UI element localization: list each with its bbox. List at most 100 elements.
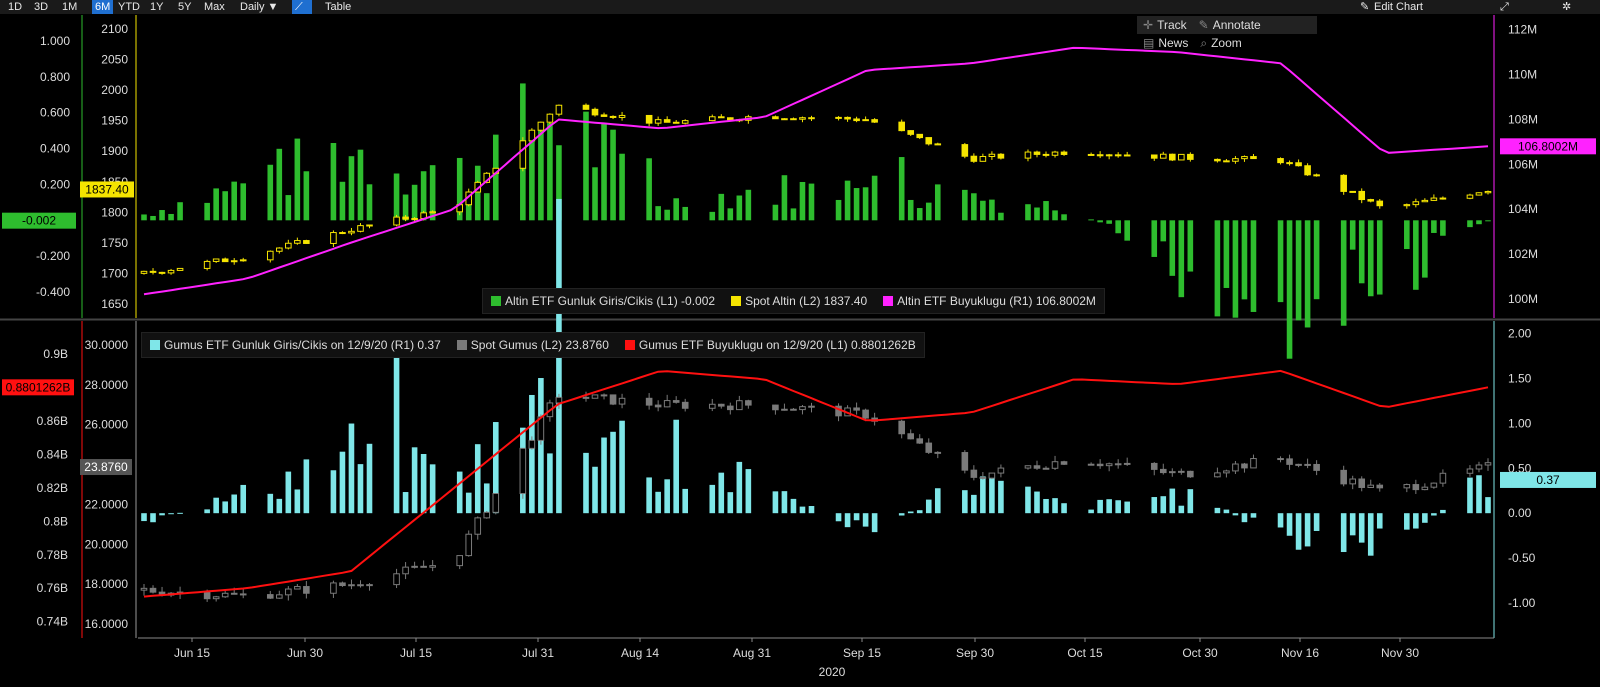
candle-body xyxy=(853,118,860,122)
candle-body xyxy=(1466,194,1474,199)
flow-bar xyxy=(1340,220,1347,326)
range-5y[interactable]: 5Y xyxy=(178,1,192,13)
range-1m[interactable]: 1M xyxy=(62,1,78,13)
range-6m[interactable]: 6M xyxy=(92,0,114,14)
x-tick-label: Jul 31 xyxy=(522,646,554,660)
track-button[interactable]: ✛ Track xyxy=(1143,18,1187,32)
flow-bar xyxy=(357,149,364,221)
flow-bar xyxy=(1043,498,1049,514)
tag-l2-gold: 1837.40 xyxy=(85,182,129,196)
size-line xyxy=(143,46,1489,296)
flow-bar xyxy=(1476,220,1482,225)
frequency-dropdown[interactable]: Daily ▼ xyxy=(240,1,279,13)
flow-bar xyxy=(916,510,923,514)
flow-bar xyxy=(1151,220,1158,257)
edit-chart-icon[interactable]: ✎ xyxy=(1360,1,1370,13)
tick-label-l1-gold: 0.600 xyxy=(40,106,70,120)
range-max[interactable]: Max xyxy=(204,1,225,13)
flow-bar xyxy=(204,202,210,221)
legend-swatch xyxy=(491,296,501,306)
flow-bar xyxy=(934,184,941,221)
flow-bar xyxy=(1178,505,1185,514)
flow-bar xyxy=(1097,499,1103,514)
range-3d[interactable]: 3D xyxy=(34,1,49,13)
tick-label-r1-silver: 1.50 xyxy=(1508,371,1532,385)
flow-bar xyxy=(1169,220,1176,276)
legend-entry[interactable]: Altin ETF Gunluk Giris/Cikis (L1) -0.002 xyxy=(505,294,716,308)
candle-body xyxy=(654,119,662,124)
x-tick-label: Jun 15 xyxy=(174,646,210,660)
tick-label-l2-gold: 1950 xyxy=(101,114,128,128)
candle-body xyxy=(862,409,869,419)
annotate-button[interactable]: ✎ Annotate xyxy=(1198,18,1261,32)
flow-bar xyxy=(1061,503,1067,514)
candle-body xyxy=(835,116,842,119)
news-button[interactable]: ▤ News xyxy=(1143,36,1189,50)
candle-body xyxy=(862,119,869,122)
range-1y[interactable]: 1Y xyxy=(150,1,164,13)
zoom-button[interactable]: ⌕ Zoom xyxy=(1200,36,1242,50)
candle-body xyxy=(907,130,915,135)
candle-body xyxy=(357,584,364,587)
flow-bar xyxy=(989,199,995,221)
flow-bar xyxy=(655,206,661,221)
candle-body xyxy=(1403,484,1411,489)
flow-bar xyxy=(456,157,463,221)
legend-silver: Gumus ETF Gunluk Giris/Cikis on 12/9/20 … xyxy=(141,332,925,358)
line-chart-icon[interactable]: ⟋ xyxy=(292,0,312,14)
candle-body xyxy=(772,404,779,411)
flow-bar xyxy=(1440,220,1446,236)
settings-icon[interactable]: ✲ xyxy=(1562,1,1572,13)
edit-chart-button[interactable]: Edit Chart xyxy=(1374,1,1423,13)
flow-bar xyxy=(583,452,589,514)
flow-bar xyxy=(808,183,815,221)
candle-body xyxy=(330,582,337,594)
flow-bar xyxy=(646,158,652,221)
flow-bar xyxy=(529,394,535,514)
tag-r1-silver: 0.37 xyxy=(1536,473,1560,487)
legend-entry[interactable]: Gumus ETF Gunluk Giris/Cikis on 12/9/20 … xyxy=(164,338,441,352)
candle-body xyxy=(672,121,680,124)
flow-bar xyxy=(411,447,418,514)
table-button[interactable]: Table xyxy=(325,1,352,13)
candle-body xyxy=(1033,151,1041,155)
expand-icon[interactable]: ⤢ xyxy=(1500,1,1509,13)
candle-body xyxy=(907,433,915,440)
candle-body xyxy=(1123,154,1131,157)
flow-bar xyxy=(1034,491,1040,514)
candle-body xyxy=(465,533,473,557)
x-tick-label: Sep 15 xyxy=(843,646,881,660)
x-tick-label: Aug 14 xyxy=(621,646,659,660)
flow-bar xyxy=(1187,489,1194,514)
candle-body xyxy=(1484,462,1492,466)
tick-label-l1-silver: 0.9B xyxy=(43,347,68,361)
candle-body xyxy=(645,397,653,406)
candle-body xyxy=(1223,160,1230,163)
flow-bar xyxy=(916,208,923,221)
flow-bar xyxy=(538,378,544,514)
legend-entry[interactable]: Spot Gumus (L2) 23.8760 xyxy=(470,338,609,352)
flow-bar xyxy=(871,513,878,533)
legend-entry[interactable]: Altin ETF Buyuklugu (R1) 106.8002M xyxy=(897,294,1096,308)
flow-bar xyxy=(1025,204,1031,221)
x-tick-label: Jul 15 xyxy=(400,646,432,660)
tick-label-l2-gold: 1750 xyxy=(101,236,128,250)
legend-entry[interactable]: Spot Altin (L2) 1837.40 xyxy=(745,294,868,308)
candle-body xyxy=(1114,463,1122,466)
candle-body xyxy=(537,121,545,131)
candle-body xyxy=(781,118,788,121)
flow-bar xyxy=(366,184,373,221)
candle-body xyxy=(1367,199,1375,202)
legend-entry[interactable]: Gumus ETF Buyuklugu on 12/9/20 (L1) 0.88… xyxy=(638,338,916,352)
flow-bar xyxy=(420,171,427,221)
flow-bar xyxy=(682,206,689,221)
flow-bar xyxy=(781,175,788,221)
candle-body xyxy=(1358,478,1366,488)
candle-body xyxy=(1178,470,1185,473)
range-ytd[interactable]: YTD xyxy=(118,1,140,13)
flow-bar xyxy=(673,419,679,514)
range-1d[interactable]: 1D xyxy=(8,1,23,13)
candle-body xyxy=(717,403,725,407)
candle-body xyxy=(790,408,797,411)
flow-bar xyxy=(276,498,283,514)
